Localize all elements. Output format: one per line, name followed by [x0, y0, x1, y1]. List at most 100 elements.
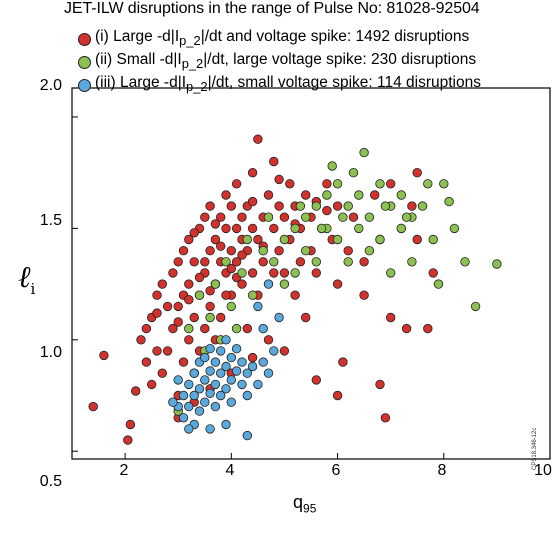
data-point-series-1: [136, 335, 146, 345]
data-point-series-2: [311, 201, 322, 211]
data-point-series-3: [221, 361, 231, 372]
data-point-series-1: [237, 212, 247, 222]
data-point-series-3: [210, 379, 221, 390]
data-point-series-1: [332, 201, 343, 211]
data-point-series-3: [237, 379, 247, 390]
data-point-series-3: [242, 390, 253, 401]
data-point-series-1: [123, 435, 133, 445]
legend-marker-blue: [78, 79, 91, 92]
data-point-series-2: [327, 161, 337, 171]
data-point-series-3: [205, 366, 215, 376]
data-point-series-3: [274, 312, 284, 323]
data-point-series-3: [221, 384, 231, 394]
data-point-series-1: [237, 279, 247, 289]
data-point-series-1: [178, 357, 189, 367]
data-point-series-2: [210, 279, 221, 289]
data-point-series-3: [226, 375, 237, 385]
data-point-series-2: [242, 234, 253, 245]
y-tick-label: 0.5: [39, 473, 62, 490]
data-point-series-1: [247, 352, 258, 363]
data-point-series-1: [168, 323, 178, 334]
data-point-series-1: [428, 268, 438, 278]
data-point-series-1: [130, 386, 141, 396]
data-point-series-2: [338, 212, 348, 222]
data-point-series-1: [189, 257, 199, 267]
data-point-series-2: [290, 268, 300, 278]
data-point-series-2: [343, 257, 353, 267]
data-point-series-3: [215, 368, 226, 378]
x-tick-label: 6: [331, 462, 341, 479]
data-point-series-1: [141, 323, 152, 334]
data-point-series-3: [184, 424, 194, 434]
data-point-series-1: [274, 174, 284, 185]
data-point-series-1: [343, 245, 353, 256]
data-point-series-2: [380, 201, 391, 211]
data-point-series-3: [231, 344, 242, 354]
data-point-series-1: [322, 205, 332, 216]
data-point-series-3: [200, 397, 210, 407]
data-point-series-1: [269, 156, 279, 167]
data-point-series-1: [205, 245, 215, 256]
data-point-series-1: [226, 201, 237, 211]
data-point-series-1: [269, 223, 279, 234]
x-axis-label: q95: [293, 492, 317, 516]
data-point-series-2: [205, 312, 215, 323]
data-point-series-1: [279, 268, 290, 278]
data-point-series-3: [253, 379, 263, 390]
data-point-series-1: [295, 257, 306, 267]
data-point-series-1: [200, 257, 210, 267]
legend-marker-red: [78, 33, 91, 46]
data-point-series-2: [417, 201, 428, 211]
data-point-series-3: [168, 397, 178, 407]
data-point-series-3: [184, 379, 194, 390]
data-point-series-1: [274, 201, 284, 211]
data-point-series-1: [359, 257, 369, 267]
data-point-series-1: [162, 301, 173, 312]
data-point-series-1: [237, 250, 247, 260]
data-point-series-2: [279, 279, 290, 289]
data-point-series-2: [407, 257, 417, 267]
data-point-series-1: [189, 312, 199, 323]
data-point-series-1: [386, 312, 396, 323]
data-point-series-2: [423, 179, 433, 189]
data-point-series-1: [173, 317, 183, 327]
data-point-series-2: [322, 190, 332, 200]
data-point-series-1: [152, 346, 162, 356]
data-point-series-3: [210, 401, 221, 412]
data-point-series-1: [247, 196, 258, 207]
data-point-series-1: [359, 290, 369, 300]
data-point-series-2: [428, 234, 438, 245]
data-point-series-2: [354, 223, 364, 234]
data-point-series-2: [332, 179, 343, 189]
data-point-series-2: [460, 257, 470, 267]
data-point-series-2: [226, 301, 237, 312]
data-point-series-2: [311, 257, 322, 267]
data-point-series-1: [322, 179, 332, 189]
data-point-series-3: [178, 390, 189, 401]
data-point-series-3: [231, 366, 242, 376]
data-point-series-1: [285, 179, 295, 189]
data-point-series-1: [88, 401, 98, 412]
data-point-series-1: [407, 201, 417, 211]
data-point-series-1: [189, 228, 199, 238]
data-point-series-2: [301, 245, 311, 256]
data-point-series-1: [210, 219, 221, 229]
data-point-series-1: [99, 350, 109, 361]
data-point-series-1: [263, 190, 274, 200]
data-point-series-1: [279, 346, 290, 356]
data-point-series-1: [210, 234, 221, 245]
data-point-series-3: [258, 357, 268, 367]
data-point-series-2: [231, 323, 242, 334]
data-point-series-2: [221, 257, 231, 267]
data-point-series-1: [311, 375, 322, 385]
legend-label: (iii) Large -d|Ip_2|/dt, small voltage s…: [95, 74, 481, 95]
data-point-series-1: [375, 379, 385, 390]
data-point-series-3: [221, 335, 231, 345]
data-point-series-2: [269, 257, 279, 267]
data-point-series-2: [237, 268, 247, 278]
data-point-series-2: [375, 234, 385, 245]
legend-label: (i) Large -d|Ip_2|/dt and voltage spike:…: [95, 28, 470, 49]
data-point-series-1: [141, 357, 152, 367]
data-point-series-1: [274, 245, 284, 256]
y-axis-label: ℓi: [18, 260, 36, 298]
